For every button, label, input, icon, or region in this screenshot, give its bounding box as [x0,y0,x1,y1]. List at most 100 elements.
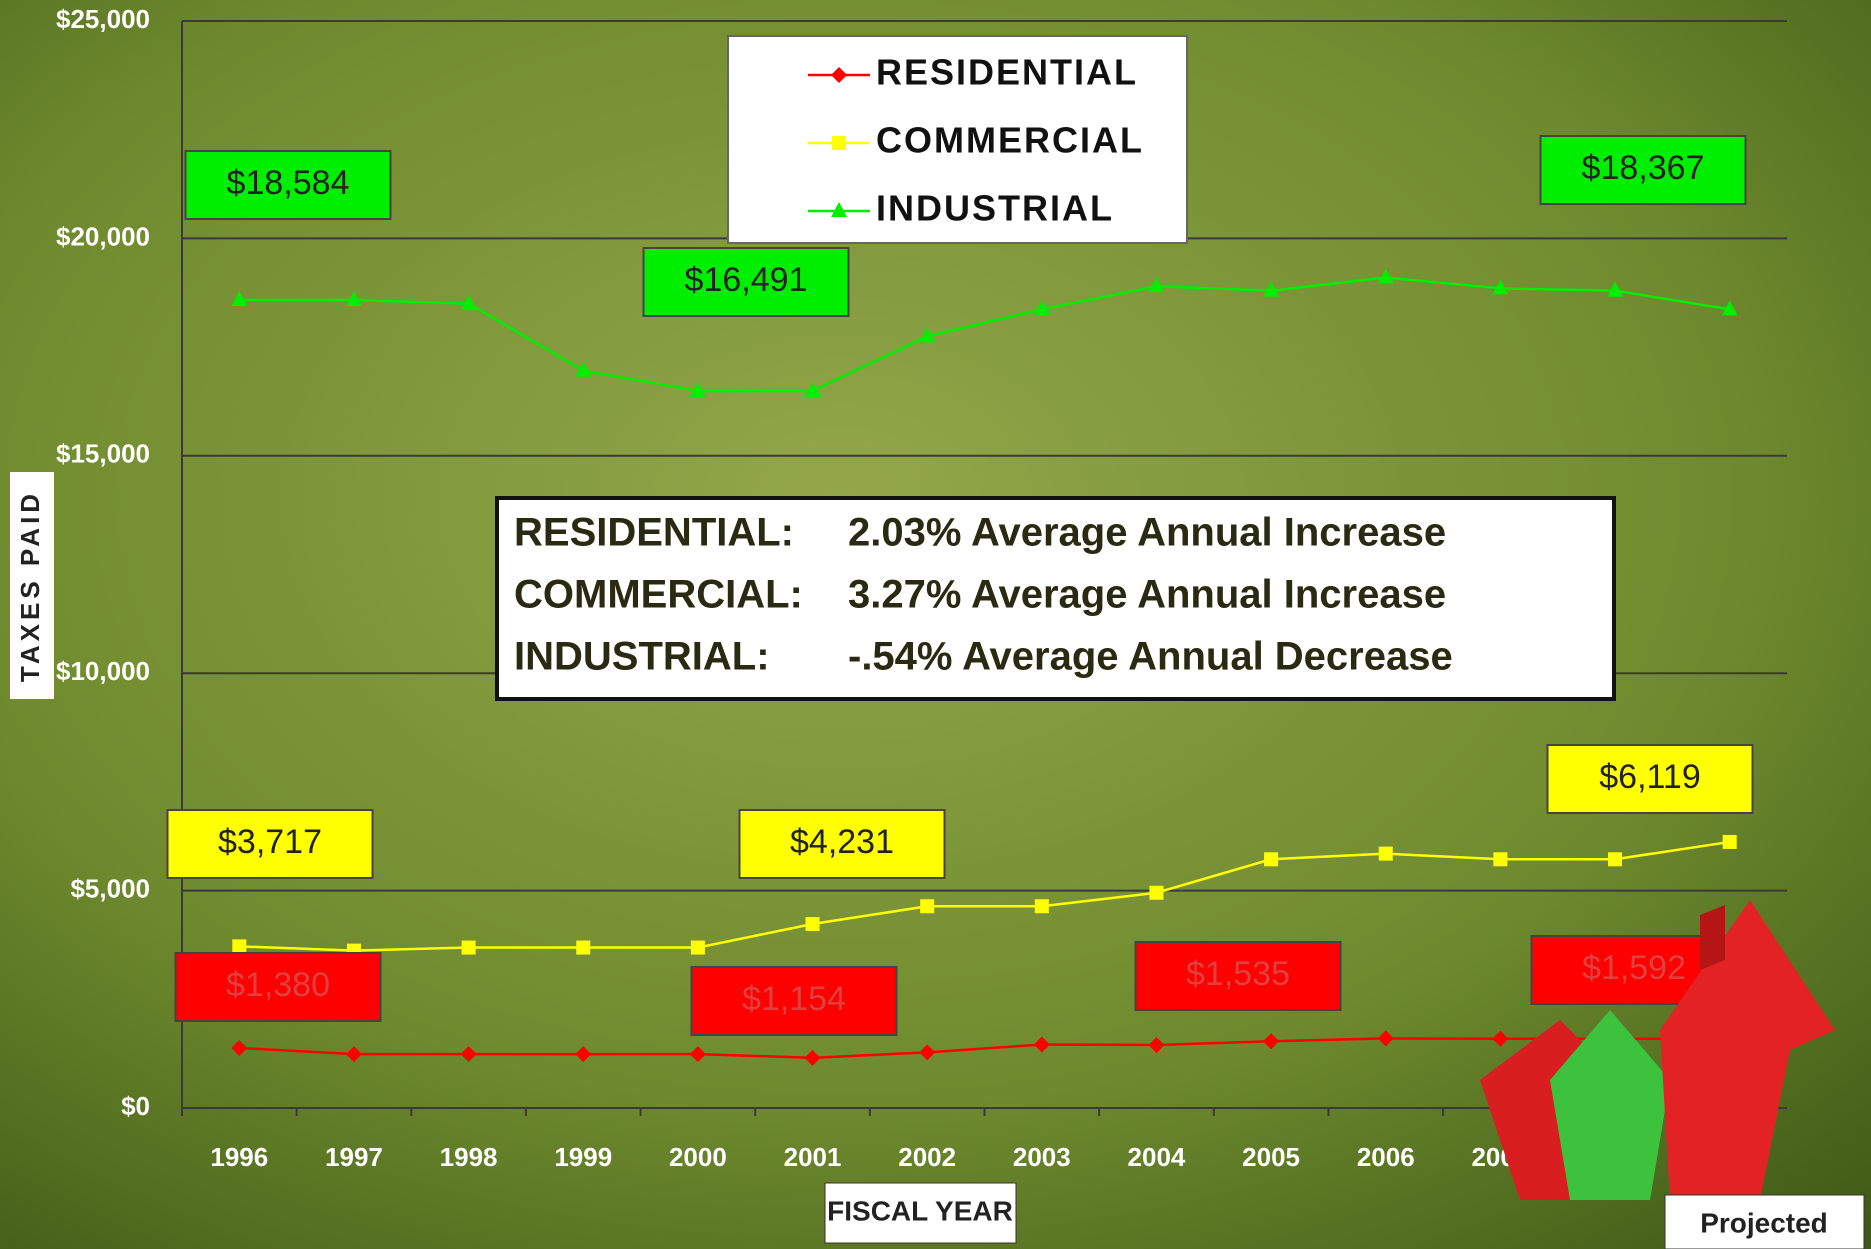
summary-label: COMMERCIAL: [514,573,803,617]
marker [804,381,821,397]
marker [345,1046,362,1063]
x-tick-label: 2002 [898,1142,956,1172]
value-label: $18,584 [227,164,350,202]
marker [345,290,362,306]
value-label-box [690,966,898,1036]
marker [1263,1033,1280,1050]
x-tick-label: 1998 [440,1142,498,1172]
y-tick-label: $15,000 [56,439,150,469]
marker [689,1046,706,1063]
y-axis-label: TAXES PAID [15,490,45,682]
value-label-box [1539,135,1747,205]
value-label: $16,491 [685,261,808,299]
value-label: $1,154 [742,980,846,1018]
x-tick-label: 2003 [1013,1142,1071,1172]
value-label-box [1134,941,1342,1011]
marker [1149,885,1164,900]
marker [232,939,247,954]
marker [1377,1030,1394,1047]
marker [1033,1036,1050,1053]
y-axis-label-box [10,472,54,699]
note: Projected [1700,1207,1828,1238]
value-label: $18,367 [1582,149,1705,187]
x-tick-label: 2000 [669,1142,727,1172]
y-tick-label: $10,000 [56,656,150,686]
value-label: $1,592 [1582,949,1686,987]
value-label: $6,119 [1599,758,1700,796]
marker [1033,300,1050,316]
summary-text: 3.27% Average Annual Increase [848,573,1446,617]
value-label-box [642,247,850,317]
marker [1264,852,1279,867]
marker [690,940,705,955]
marker [1377,268,1394,284]
marker [919,327,936,343]
marker [1378,846,1393,861]
x-tick-label: 2004 [1128,1142,1186,1172]
y-tick-label: $25,000 [56,4,150,34]
value-label: $1,535 [1186,955,1290,993]
marker [919,1044,936,1061]
value-label-box [738,809,946,879]
marker [231,1039,248,1056]
y-tick-label: $20,000 [56,221,150,251]
x-tick-label: 1996 [210,1142,268,1172]
x-axis-label: FISCAL YEAR [827,1195,1013,1226]
legend-label: COMMERCIAL [876,120,1144,161]
value-label-box [1546,744,1754,814]
x-tick-label: 2006 [1357,1142,1415,1172]
marker [576,940,591,955]
marker [461,940,476,955]
marker [920,899,935,914]
value-label: $3,717 [218,823,322,861]
marker [460,294,477,310]
x-tick-label: 2001 [784,1142,842,1172]
house-icon [1480,900,1835,1200]
marker [1148,1036,1165,1053]
marker [804,1049,821,1066]
series-line [239,276,1730,393]
note-box [1664,1194,1865,1249]
marker [1608,852,1623,867]
marker [1492,279,1509,295]
summary-label: INDUSTRIAL: [514,635,770,679]
marker [1492,1030,1509,1047]
value-label-box [166,809,374,879]
summary-box [495,496,1616,701]
x-tick-label: 1997 [325,1142,383,1172]
x-axis-label-box [824,1182,1017,1244]
marker [575,361,592,377]
value-label: $1,380 [226,966,330,1004]
marker [1493,852,1508,867]
marker [1263,281,1280,297]
series-line [239,840,1730,952]
marker [1607,281,1624,297]
legend-label: RESIDENTIAL [876,52,1138,93]
marker [1721,300,1738,316]
marker [1722,834,1737,849]
marker [575,1046,592,1063]
marker [231,290,248,306]
x-tick-label: 2005 [1242,1142,1300,1172]
marker [460,1046,477,1063]
marker [689,381,706,397]
marker [832,136,846,150]
summary-text: -.54% Average Annual Decrease [848,635,1453,679]
value-label: $4,231 [790,823,894,861]
value-label-box [184,150,392,220]
marker [1148,277,1165,293]
x-tick-label: 1999 [554,1142,612,1172]
marker [831,67,847,83]
summary-text: 2.03% Average Annual Increase [848,511,1446,555]
legend-box [727,35,1188,244]
marker [1034,899,1049,914]
y-tick-label: $5,000 [70,873,150,903]
y-tick-label: $0 [121,1091,150,1121]
series-line [239,1037,1730,1060]
summary-label: RESIDENTIAL: [514,511,794,555]
marker [831,202,847,217]
marker [805,917,820,932]
value-label-box [174,952,382,1022]
legend-label: INDUSTRIAL [876,188,1114,229]
